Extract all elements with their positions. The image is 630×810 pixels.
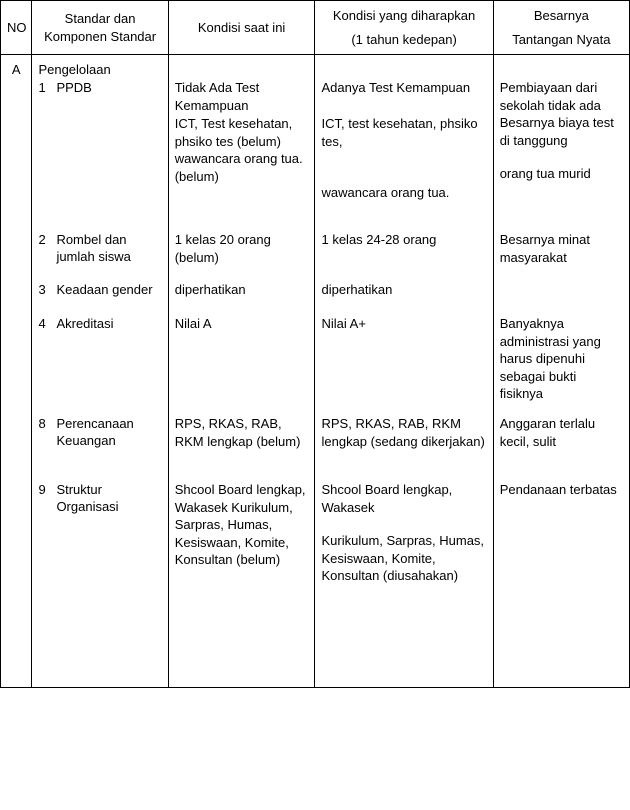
item-num: 9 <box>38 481 56 681</box>
exp-text: diperhatikan <box>321 281 486 315</box>
cell-standar: Pengelolaan 1 PPDB 2 Rombel dan jumlah s… <box>32 55 168 688</box>
cell-besarnya: Pembiayaan dari sekolah tidak ada Besarn… <box>493 55 629 688</box>
header-kondisi-harapkan-sub: (1 tahun kedepan) <box>321 31 486 49</box>
now-text: Tidak Ada Test Kemampuan <box>175 79 309 115</box>
header-kondisi-harapkan-top: Kondisi yang diharapkan <box>321 7 486 25</box>
chal-text: Banyaknya administrasi yang harus dipenu… <box>500 315 623 415</box>
cell-kondisi-harapkan: Adanya Test Kemampuan ICT, test kesehata… <box>315 55 493 688</box>
standards-table: NO Standar dan Komponen Standar Kondisi … <box>0 0 630 688</box>
cell-kondisi-saat-ini: Tidak Ada Test Kemampuan ICT, Test keseh… <box>168 55 315 688</box>
now-text: ICT, Test kesehatan, phsiko tes (belum) … <box>175 115 309 231</box>
exp-text: Nilai A+ <box>321 315 486 415</box>
item-text: Struktur Organisasi <box>56 481 161 681</box>
header-no: NO <box>1 1 32 55</box>
exp-text: RPS, RKAS, RAB, RKM lengkap (sedang dike… <box>321 415 486 481</box>
list-item: 4 Akreditasi <box>38 315 161 415</box>
item-num: 2 <box>38 231 56 281</box>
exp-text: ICT, test kesehatan, phsiko tes, <box>321 115 486 150</box>
item-num: 8 <box>38 415 56 481</box>
exp-text: Adanya Test Kemampuan <box>321 79 486 115</box>
now-text: RPS, RKAS, RAB, RKM lengkap (belum) <box>175 415 309 481</box>
chal-text: orang tua murid <box>500 165 623 183</box>
item-num: 4 <box>38 315 56 415</box>
item-num: 1 <box>38 79 56 231</box>
list-item: 2 Rombel dan jumlah siswa <box>38 231 161 281</box>
now-text: 1 kelas 20 orang (belum) <box>175 231 309 281</box>
list-item: 8 Perencanaan Keuangan <box>38 415 161 481</box>
item-text: Perencanaan Keuangan <box>56 415 161 481</box>
table-body-row: A Pengelolaan 1 PPDB 2 Rombel dan jumlah… <box>1 55 630 688</box>
item-text: Keadaan gender <box>56 281 161 315</box>
header-kondisi-harapkan: Kondisi yang diharapkan (1 tahun kedepan… <box>315 1 493 55</box>
header-kondisi-saat-ini: Kondisi saat ini <box>168 1 315 55</box>
now-text: Shcool Board lengkap, Wakasek Kurikulum,… <box>175 481 309 681</box>
list-item: 9 Struktur Organisasi <box>38 481 161 681</box>
table-header-row: NO Standar dan Komponen Standar Kondisi … <box>1 1 630 55</box>
section-letter: A <box>1 55 32 688</box>
item-text: PPDB <box>56 79 161 231</box>
chal-text: Besarnya minat masyarakat <box>500 231 623 281</box>
chal-text: Anggaran terlalu kecil, sulit <box>500 415 623 481</box>
chal-text: Pembiayaan dari sekolah tidak ada Besarn… <box>500 79 623 149</box>
exp-text: 1 kelas 24-28 orang <box>321 231 486 281</box>
chal-text <box>500 281 623 315</box>
exp-text: wawancara orang tua. <box>321 184 486 202</box>
section-title: Pengelolaan <box>38 61 161 79</box>
now-text: diperhatikan <box>175 281 309 315</box>
list-item: 1 PPDB <box>38 79 161 231</box>
header-besarnya-top: Besarnya <box>500 7 623 25</box>
list-item: 3 Keadaan gender <box>38 281 161 315</box>
header-besarnya: Besarnya Tantangan Nyata <box>493 1 629 55</box>
header-besarnya-sub: Tantangan Nyata <box>500 31 623 49</box>
exp-text: Shcool Board lengkap, Wakasek <box>321 481 486 516</box>
header-standar: Standar dan Komponen Standar <box>32 1 168 55</box>
item-text: Rombel dan jumlah siswa <box>56 231 161 281</box>
item-num: 3 <box>38 281 56 315</box>
exp-text: Kurikulum, Sarpras, Humas, Kesiswaan, Ko… <box>321 532 486 585</box>
now-text: Nilai A <box>175 315 309 415</box>
item-text: Akreditasi <box>56 315 161 415</box>
chal-text: Pendanaan terbatas <box>500 481 623 681</box>
